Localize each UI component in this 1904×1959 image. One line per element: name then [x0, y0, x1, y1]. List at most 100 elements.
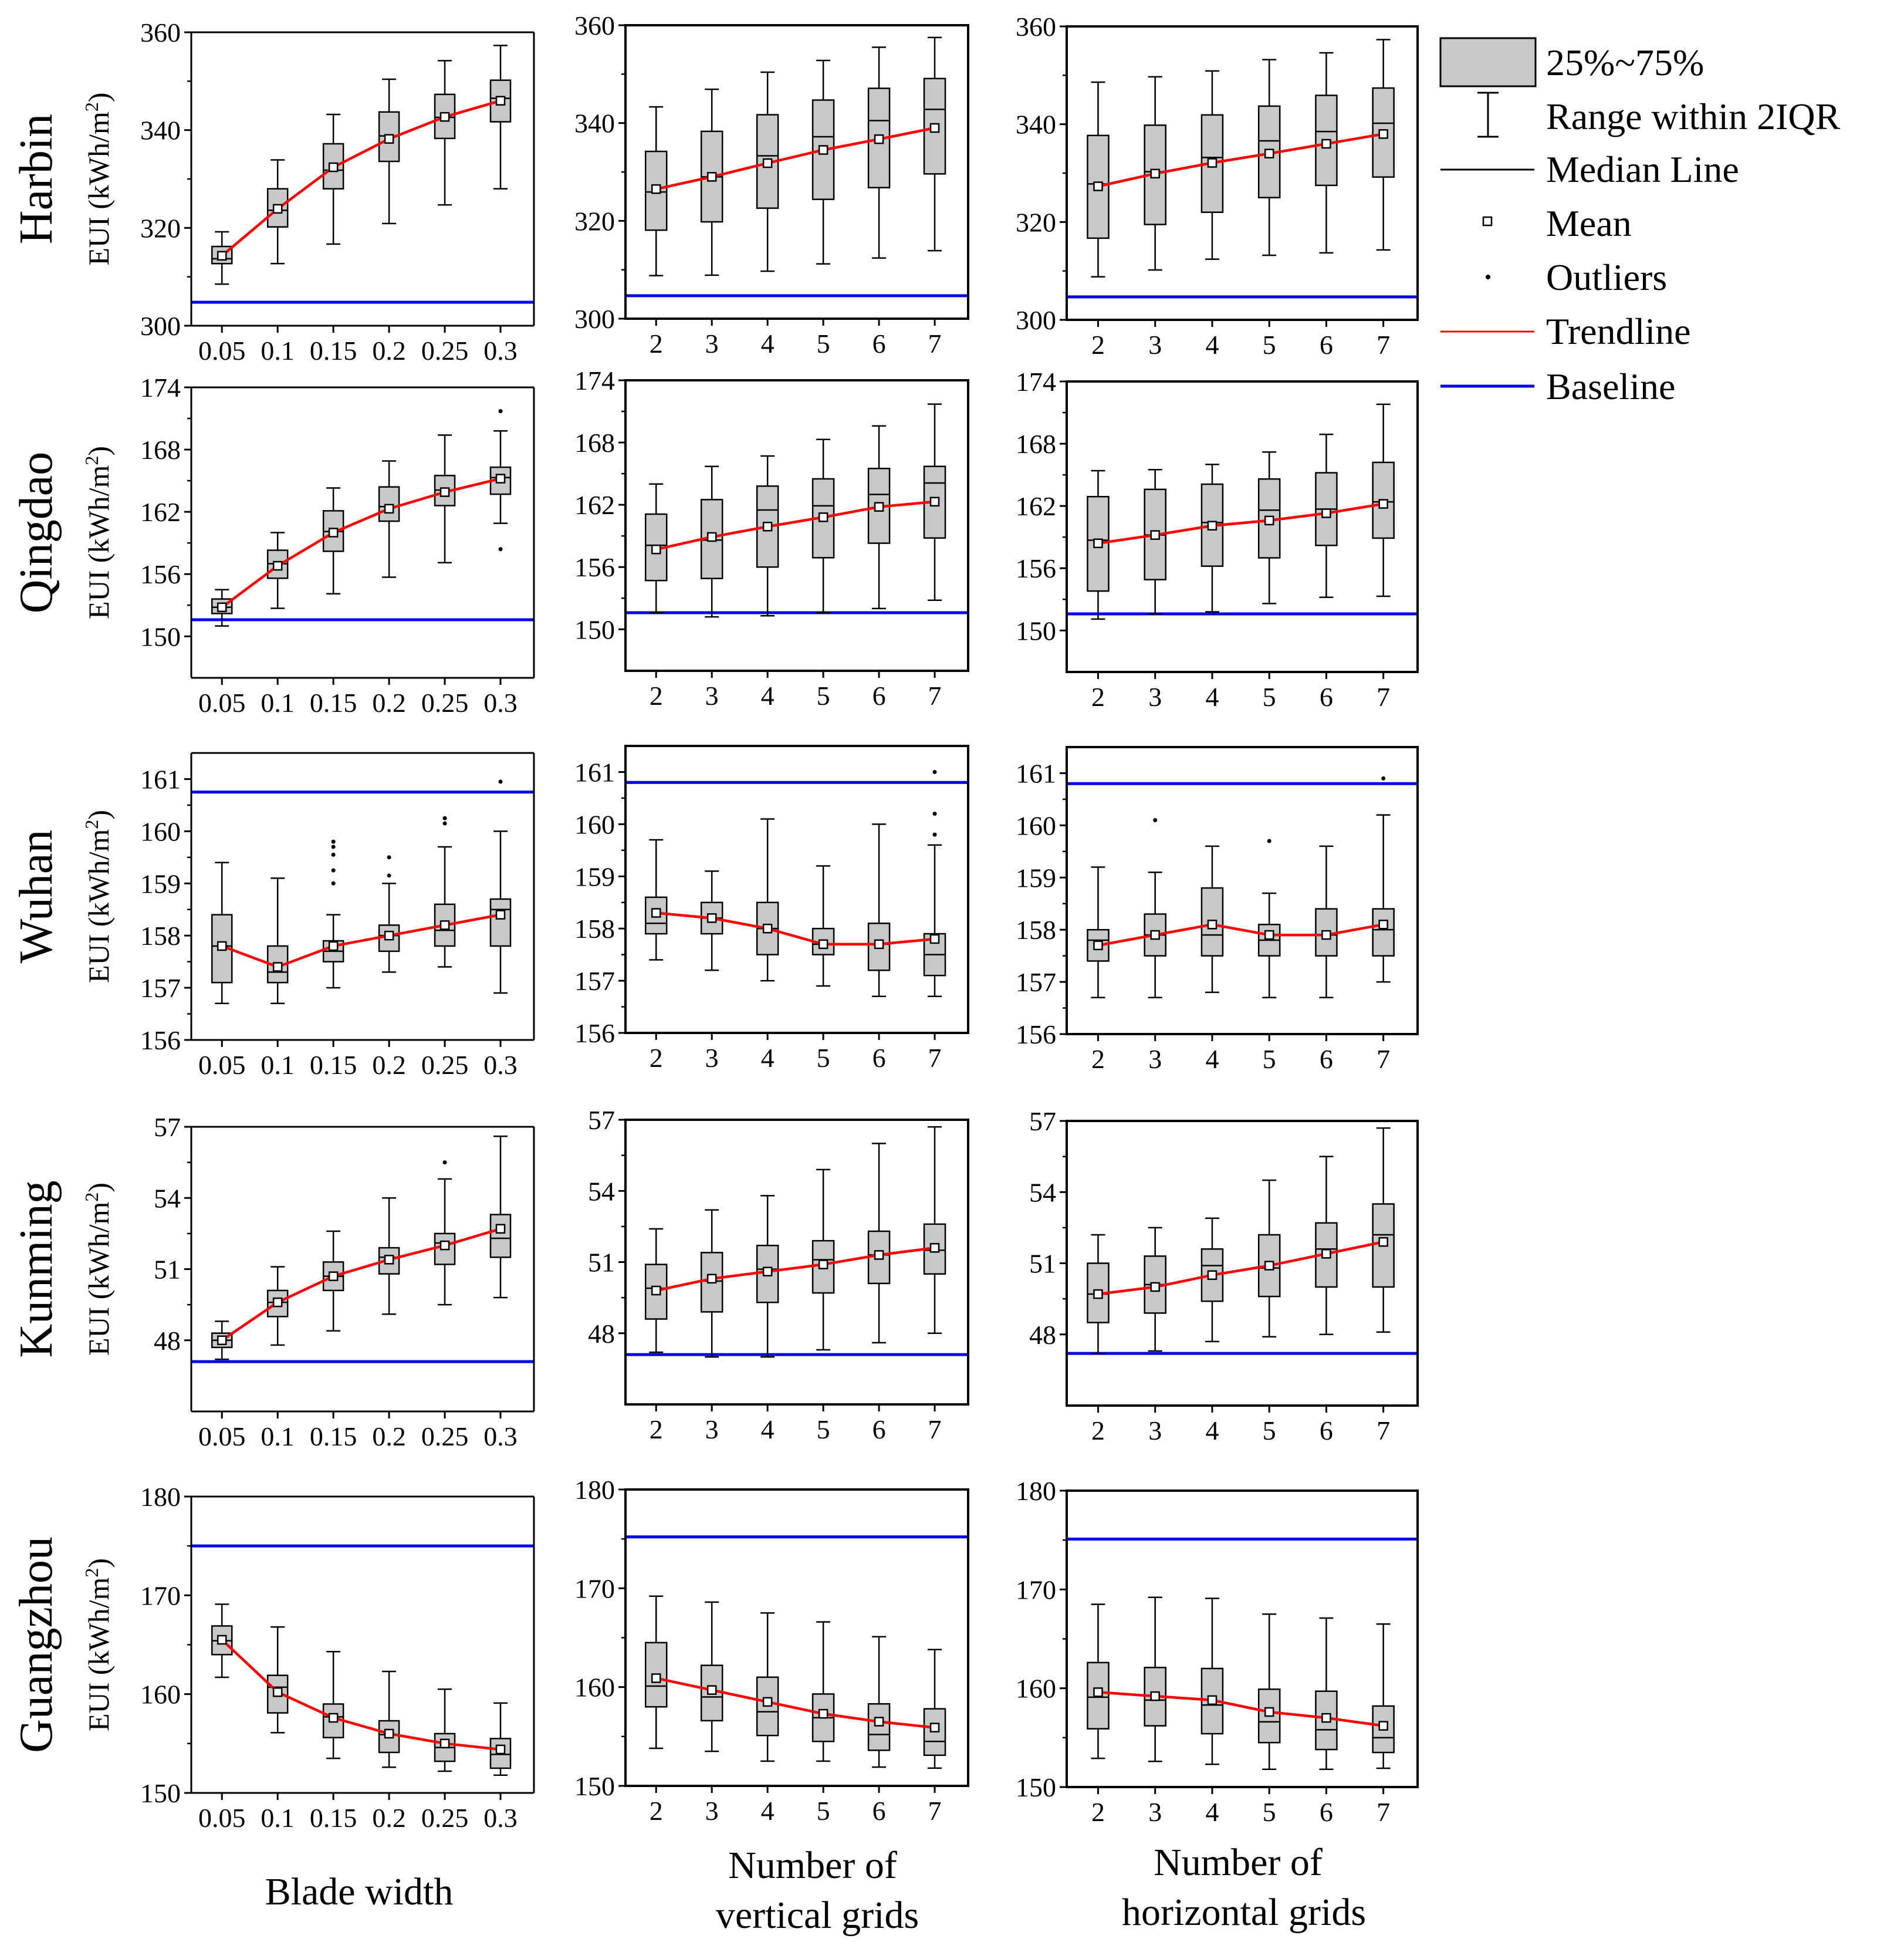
- y-tick-label: 156: [140, 559, 181, 589]
- mean-marker: [328, 941, 339, 951]
- iqr-box: [489, 1214, 512, 1258]
- x-tick-label: 4: [761, 1796, 775, 1826]
- mean-marker: [1378, 1237, 1388, 1247]
- mean-marker: [929, 1243, 940, 1253]
- box-3: [700, 1601, 723, 1752]
- chart-qingdao-vertical-grids: 150 156 162 168 174 2 3 4 5 6 7: [574, 366, 969, 711]
- outlier-point: [442, 816, 447, 820]
- chart-wuhan-horizontal-grids: 156 157 158 159 160 161 2 3 4 5 6 7: [1016, 746, 1419, 1074]
- box-0.25: [434, 816, 456, 968]
- x-tick-label: 6: [1320, 1797, 1333, 1827]
- y-tick-label: 157: [1016, 967, 1056, 997]
- mean-marker: [651, 1673, 661, 1683]
- box-6: [867, 1636, 891, 1768]
- city-label-guangzhou: Guangzhou: [11, 1536, 62, 1753]
- x-tick-label: 0.15: [310, 688, 357, 718]
- y-tick-label: 180: [1016, 1476, 1056, 1506]
- box-5: [811, 1621, 835, 1762]
- iqr-box: [489, 898, 512, 947]
- plot-frame: [624, 1119, 969, 1406]
- x-tick-label: 3: [1148, 1416, 1162, 1445]
- plot-frame: [624, 24, 969, 320]
- y-tick-label: 54: [154, 1183, 181, 1213]
- x-tick-label: 0.2: [372, 1803, 406, 1833]
- x-tick-label: 7: [928, 1043, 942, 1073]
- box-0.2: [378, 855, 400, 973]
- x-tick-label: 7: [928, 681, 942, 711]
- mean-marker: [874, 502, 884, 512]
- mean-marker: [439, 112, 450, 122]
- box-0.1: [266, 159, 289, 265]
- legend-box-swatch: [1439, 37, 1537, 87]
- trendline: [1098, 1240, 1384, 1296]
- mean-marker: [1093, 1289, 1103, 1299]
- y-tick-label: 320: [574, 206, 615, 236]
- y-tick-label: 168: [1016, 429, 1056, 459]
- mean-marker: [272, 204, 283, 214]
- y-tick-label: 162: [574, 490, 615, 520]
- y-tick-label: 51: [154, 1255, 181, 1285]
- chart-kunming-blade-width: 48 51 54 57 0.05 0.1 0.15 0.2 0.25 0.3 EUI (kWh/m2…: [11, 1112, 535, 1451]
- x-tick-label: 0.05: [198, 336, 246, 366]
- x-tick-label: 0.3: [483, 336, 518, 366]
- mean-marker: [1264, 1261, 1274, 1271]
- y-tick-label: 48: [1029, 1320, 1056, 1350]
- box-2: [1087, 866, 1110, 999]
- y-tick-label: 160: [140, 816, 181, 846]
- mean-marker: [762, 522, 773, 532]
- mean-marker: [1093, 538, 1103, 549]
- mean-marker: [1150, 930, 1160, 940]
- box-4: [756, 1612, 779, 1762]
- x-tick-label: 0.1: [261, 336, 295, 366]
- chart-kunming-vertical-grids: 48 51 54 57 2 3 4 5 6 7: [588, 1105, 969, 1444]
- x-tick-label: 5: [817, 1796, 830, 1826]
- box-7: [923, 36, 946, 252]
- box-4: [756, 818, 779, 982]
- mean-marker: [929, 123, 940, 133]
- mean-marker: [384, 134, 394, 144]
- outlier-point: [1153, 818, 1158, 822]
- x-tick-label: 5: [1263, 1416, 1276, 1445]
- x-tick-label: 0.15: [310, 1050, 357, 1080]
- box-4: [756, 71, 779, 272]
- y-tick-label: 180: [574, 1475, 615, 1505]
- mean-marker: [1093, 940, 1103, 951]
- chart-wuhan-vertical-grids: 156 157 158 159 160 161 2 3 4 5 6 7: [574, 745, 969, 1073]
- mean-marker: [706, 1274, 717, 1284]
- legend-box-label: 25%~75%: [1546, 42, 1704, 83]
- x-tick-label: 3: [1148, 1044, 1162, 1074]
- iqr-box: [1372, 908, 1395, 957]
- chart-harbin-horizontal-grids: 300 320 340 360 2 3 4 5 6 7: [1016, 12, 1419, 360]
- box-5: [1257, 839, 1281, 999]
- mean-marker: [874, 134, 884, 144]
- x-tick-label: 5: [817, 329, 830, 359]
- legend-range-label: Range within 2IQR: [1546, 96, 1841, 137]
- y-tick-label: 162: [1016, 491, 1056, 521]
- x-tick-label: 2: [1091, 1797, 1105, 1827]
- box-6: [1315, 52, 1338, 254]
- y-axis-label: EUI (kWh/m2): [81, 810, 115, 983]
- plot-frame: [1066, 1489, 1419, 1788]
- chart-guangzhou-vertical-grids: 150 160 170 180 2 3 4 5 6 7: [574, 1475, 969, 1826]
- x-tick-label: 2: [1091, 1416, 1105, 1445]
- x-tick-label: 7: [928, 1796, 942, 1826]
- x-tick-label: 3: [705, 329, 719, 359]
- mean-marker: [439, 1738, 450, 1749]
- x-tick-label: 0.15: [310, 1421, 357, 1451]
- box-6: [867, 1143, 891, 1344]
- mean-marker: [495, 910, 506, 920]
- trendline: [655, 500, 935, 551]
- trendline: [655, 126, 935, 191]
- chart-harbin-blade-width: 300 320 340 360 0.05 0.1 0.15 0.2 0.25 0.3 EUI (kW…: [11, 18, 535, 366]
- box-2: [1087, 81, 1110, 278]
- mean-marker: [328, 528, 339, 538]
- mean-marker: [1264, 148, 1274, 158]
- mean-marker: [1321, 1249, 1331, 1259]
- outlier-point: [331, 845, 336, 849]
- mean-marker: [818, 145, 828, 155]
- mean-marker: [651, 1285, 661, 1296]
- mean-marker: [1093, 181, 1103, 191]
- y-tick-label: 360: [140, 18, 181, 48]
- box-2: [644, 1595, 668, 1749]
- x-tick-label: 6: [872, 1043, 886, 1073]
